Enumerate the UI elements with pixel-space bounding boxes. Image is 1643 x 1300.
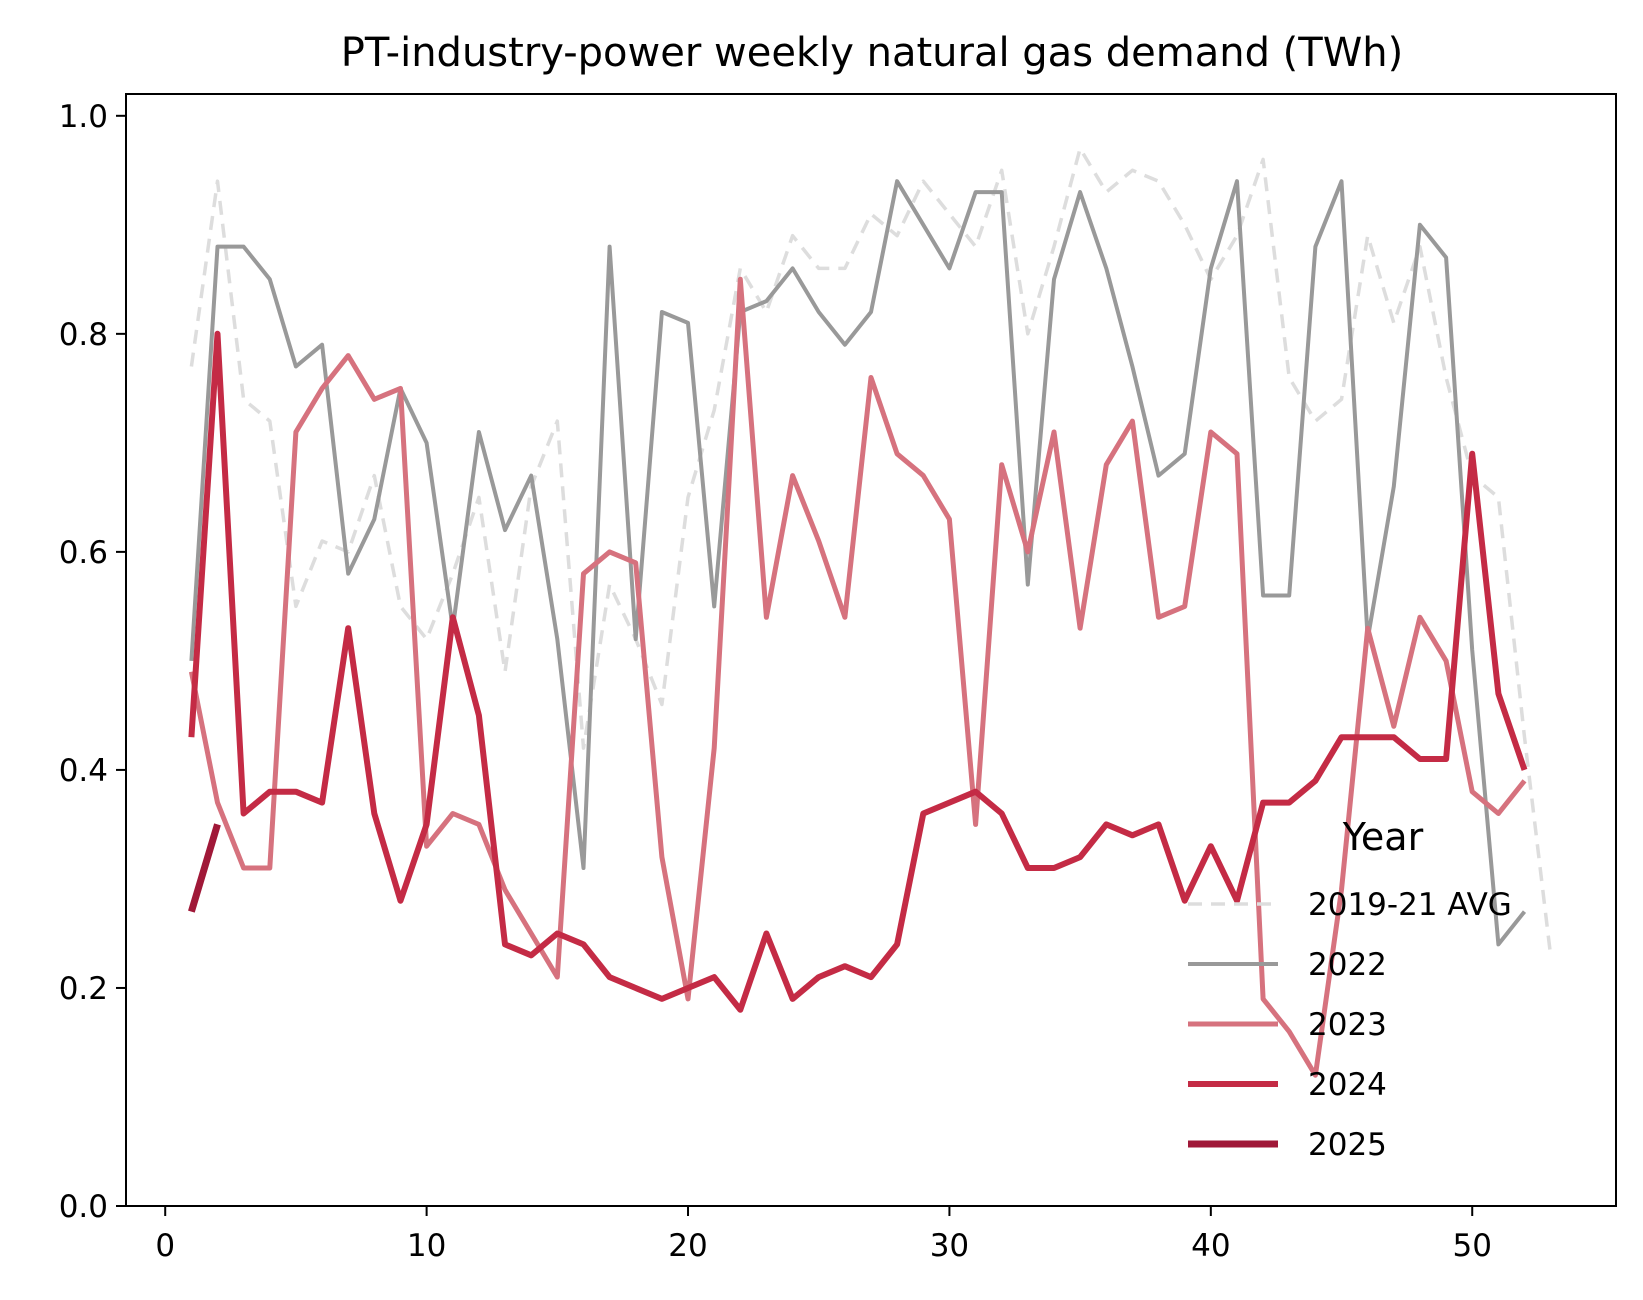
x-tick-label: 0 xyxy=(155,1228,175,1264)
x-tick-label: 20 xyxy=(668,1228,707,1264)
y-axis: 0.0 0.2 0.4 0.6 0.8 1.0 xyxy=(59,99,126,1225)
y-tick-label: 0.4 xyxy=(59,753,108,789)
legend-label: 2022 xyxy=(1308,947,1387,983)
legend-label: 2023 xyxy=(1308,1007,1387,1043)
legend-label: 2019-21 AVG xyxy=(1308,887,1512,923)
series-line-2024 xyxy=(188,330,1528,1013)
y-tick-label: 0.6 xyxy=(59,535,108,571)
x-tick-label: 30 xyxy=(930,1228,969,1264)
plot-lines xyxy=(188,146,1553,1078)
series-line-2023 xyxy=(188,276,1527,1078)
y-tick-label: 0.0 xyxy=(59,1189,108,1225)
chart-title: PT-industry-power weekly natural gas dem… xyxy=(341,30,1403,76)
y-tick-label: 1.0 xyxy=(59,99,108,135)
plot-frame xyxy=(125,93,1617,1207)
x-tick-label: 40 xyxy=(1191,1228,1230,1264)
x-tick-label: 10 xyxy=(407,1228,446,1264)
x-axis: 0 10 20 30 40 50 xyxy=(155,1206,1492,1264)
series-line-2025 xyxy=(188,823,221,913)
series-line-2019-21-avg xyxy=(189,146,1553,956)
series-line-2022 xyxy=(189,179,1527,947)
legend-label: 2025 xyxy=(1308,1127,1387,1163)
legend: Year 2019-21 AVG 2022 2023 2024 2025 xyxy=(1188,815,1512,1163)
legend-label: 2024 xyxy=(1308,1067,1387,1103)
y-tick-label: 0.2 xyxy=(59,971,108,1007)
x-tick-label: 50 xyxy=(1453,1228,1492,1264)
y-tick-label: 0.8 xyxy=(59,317,108,353)
legend-title: Year xyxy=(1342,815,1424,859)
